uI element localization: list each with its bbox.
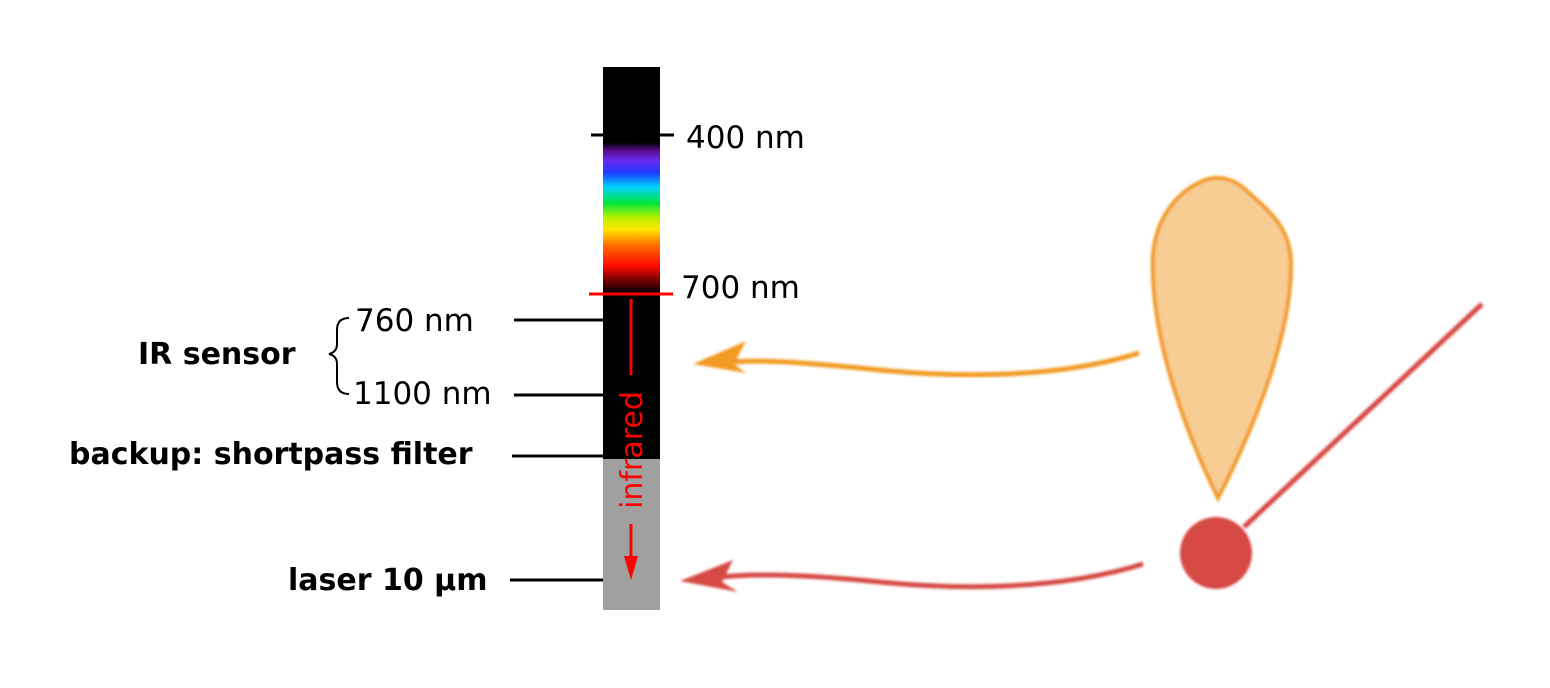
ir-sensor-brace (328, 317, 350, 395)
laser-label: laser 10 µm (288, 563, 488, 598)
spectrum-strip (603, 67, 660, 610)
infrared-arrowhead (624, 556, 638, 580)
laser-arrow-path (711, 561, 1144, 590)
laser-dot-icon (1180, 302, 1484, 589)
tick-700nm-label: 700 nm (681, 270, 800, 306)
flame-arrow-path (721, 350, 1140, 378)
flame-icon (1150, 175, 1294, 503)
laser-dot (1180, 517, 1252, 589)
tick-1100nm-label: 1100 nm (353, 376, 492, 412)
laser-beam (1242, 302, 1484, 529)
tick-760nm-label: 760 nm (355, 303, 474, 339)
laser-arrowhead (680, 560, 738, 592)
tick-400nm: 400 nm (591, 120, 805, 156)
infrared-arrow: infrared (615, 299, 650, 580)
tick-760nm: 760 nm (355, 303, 603, 339)
tick-1100nm: 1100 nm (353, 376, 603, 412)
strip-dark-top (603, 67, 660, 92)
flame-arrowhead (693, 341, 746, 373)
tick-400nm-label: 400 nm (686, 120, 805, 156)
visible-spectrum-band (603, 92, 660, 294)
backup-filter-label: backup: shortpass filter (69, 437, 473, 472)
laser-arrow (680, 560, 1144, 592)
infrared-label: infrared (615, 391, 650, 509)
flame-shape (1150, 175, 1294, 503)
flame-arrow (693, 341, 1140, 378)
tick-700nm: 700 nm (589, 270, 800, 306)
ir-sensor-label: IR sensor (138, 337, 296, 372)
